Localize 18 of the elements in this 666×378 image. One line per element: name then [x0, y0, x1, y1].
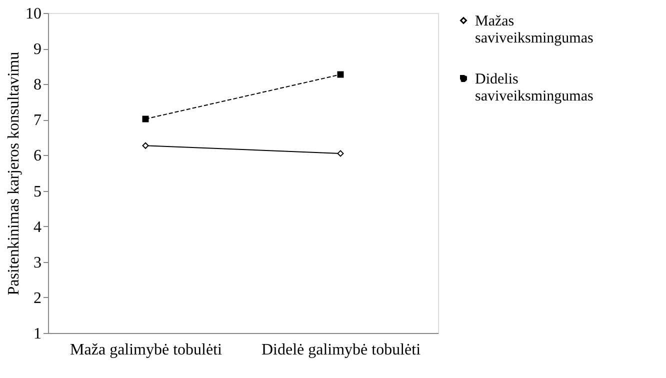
y-tick-label: 1 — [34, 326, 42, 342]
y-tick-label: 7 — [34, 112, 42, 130]
x-tick-label: Didelė galimybė tobulėti — [261, 342, 422, 358]
y-tick-label: 6 — [34, 148, 42, 165]
y-tick-label: 3 — [34, 254, 42, 272]
y-tick-label: 2 — [34, 290, 42, 307]
y-tick-label: 4 — [34, 218, 42, 236]
legend-label: Didelis saviveiksmingumas — [475, 72, 594, 104]
point — [337, 150, 344, 157]
y-tick-label: 5 — [34, 183, 42, 200]
point — [142, 142, 149, 149]
y-tick-label: 10 — [26, 6, 42, 22]
y-tick-label: 9 — [34, 41, 42, 58]
x-tick-label: Maža galimybė tobulėti — [70, 342, 223, 358]
legend-label: Mažas saviveiksmingumas — [475, 14, 594, 46]
point — [142, 116, 149, 122]
y-axis-title: Pasitenkinimas karjeros konsultavimu — [6, 52, 22, 296]
y-tick-label: 8 — [34, 76, 42, 94]
